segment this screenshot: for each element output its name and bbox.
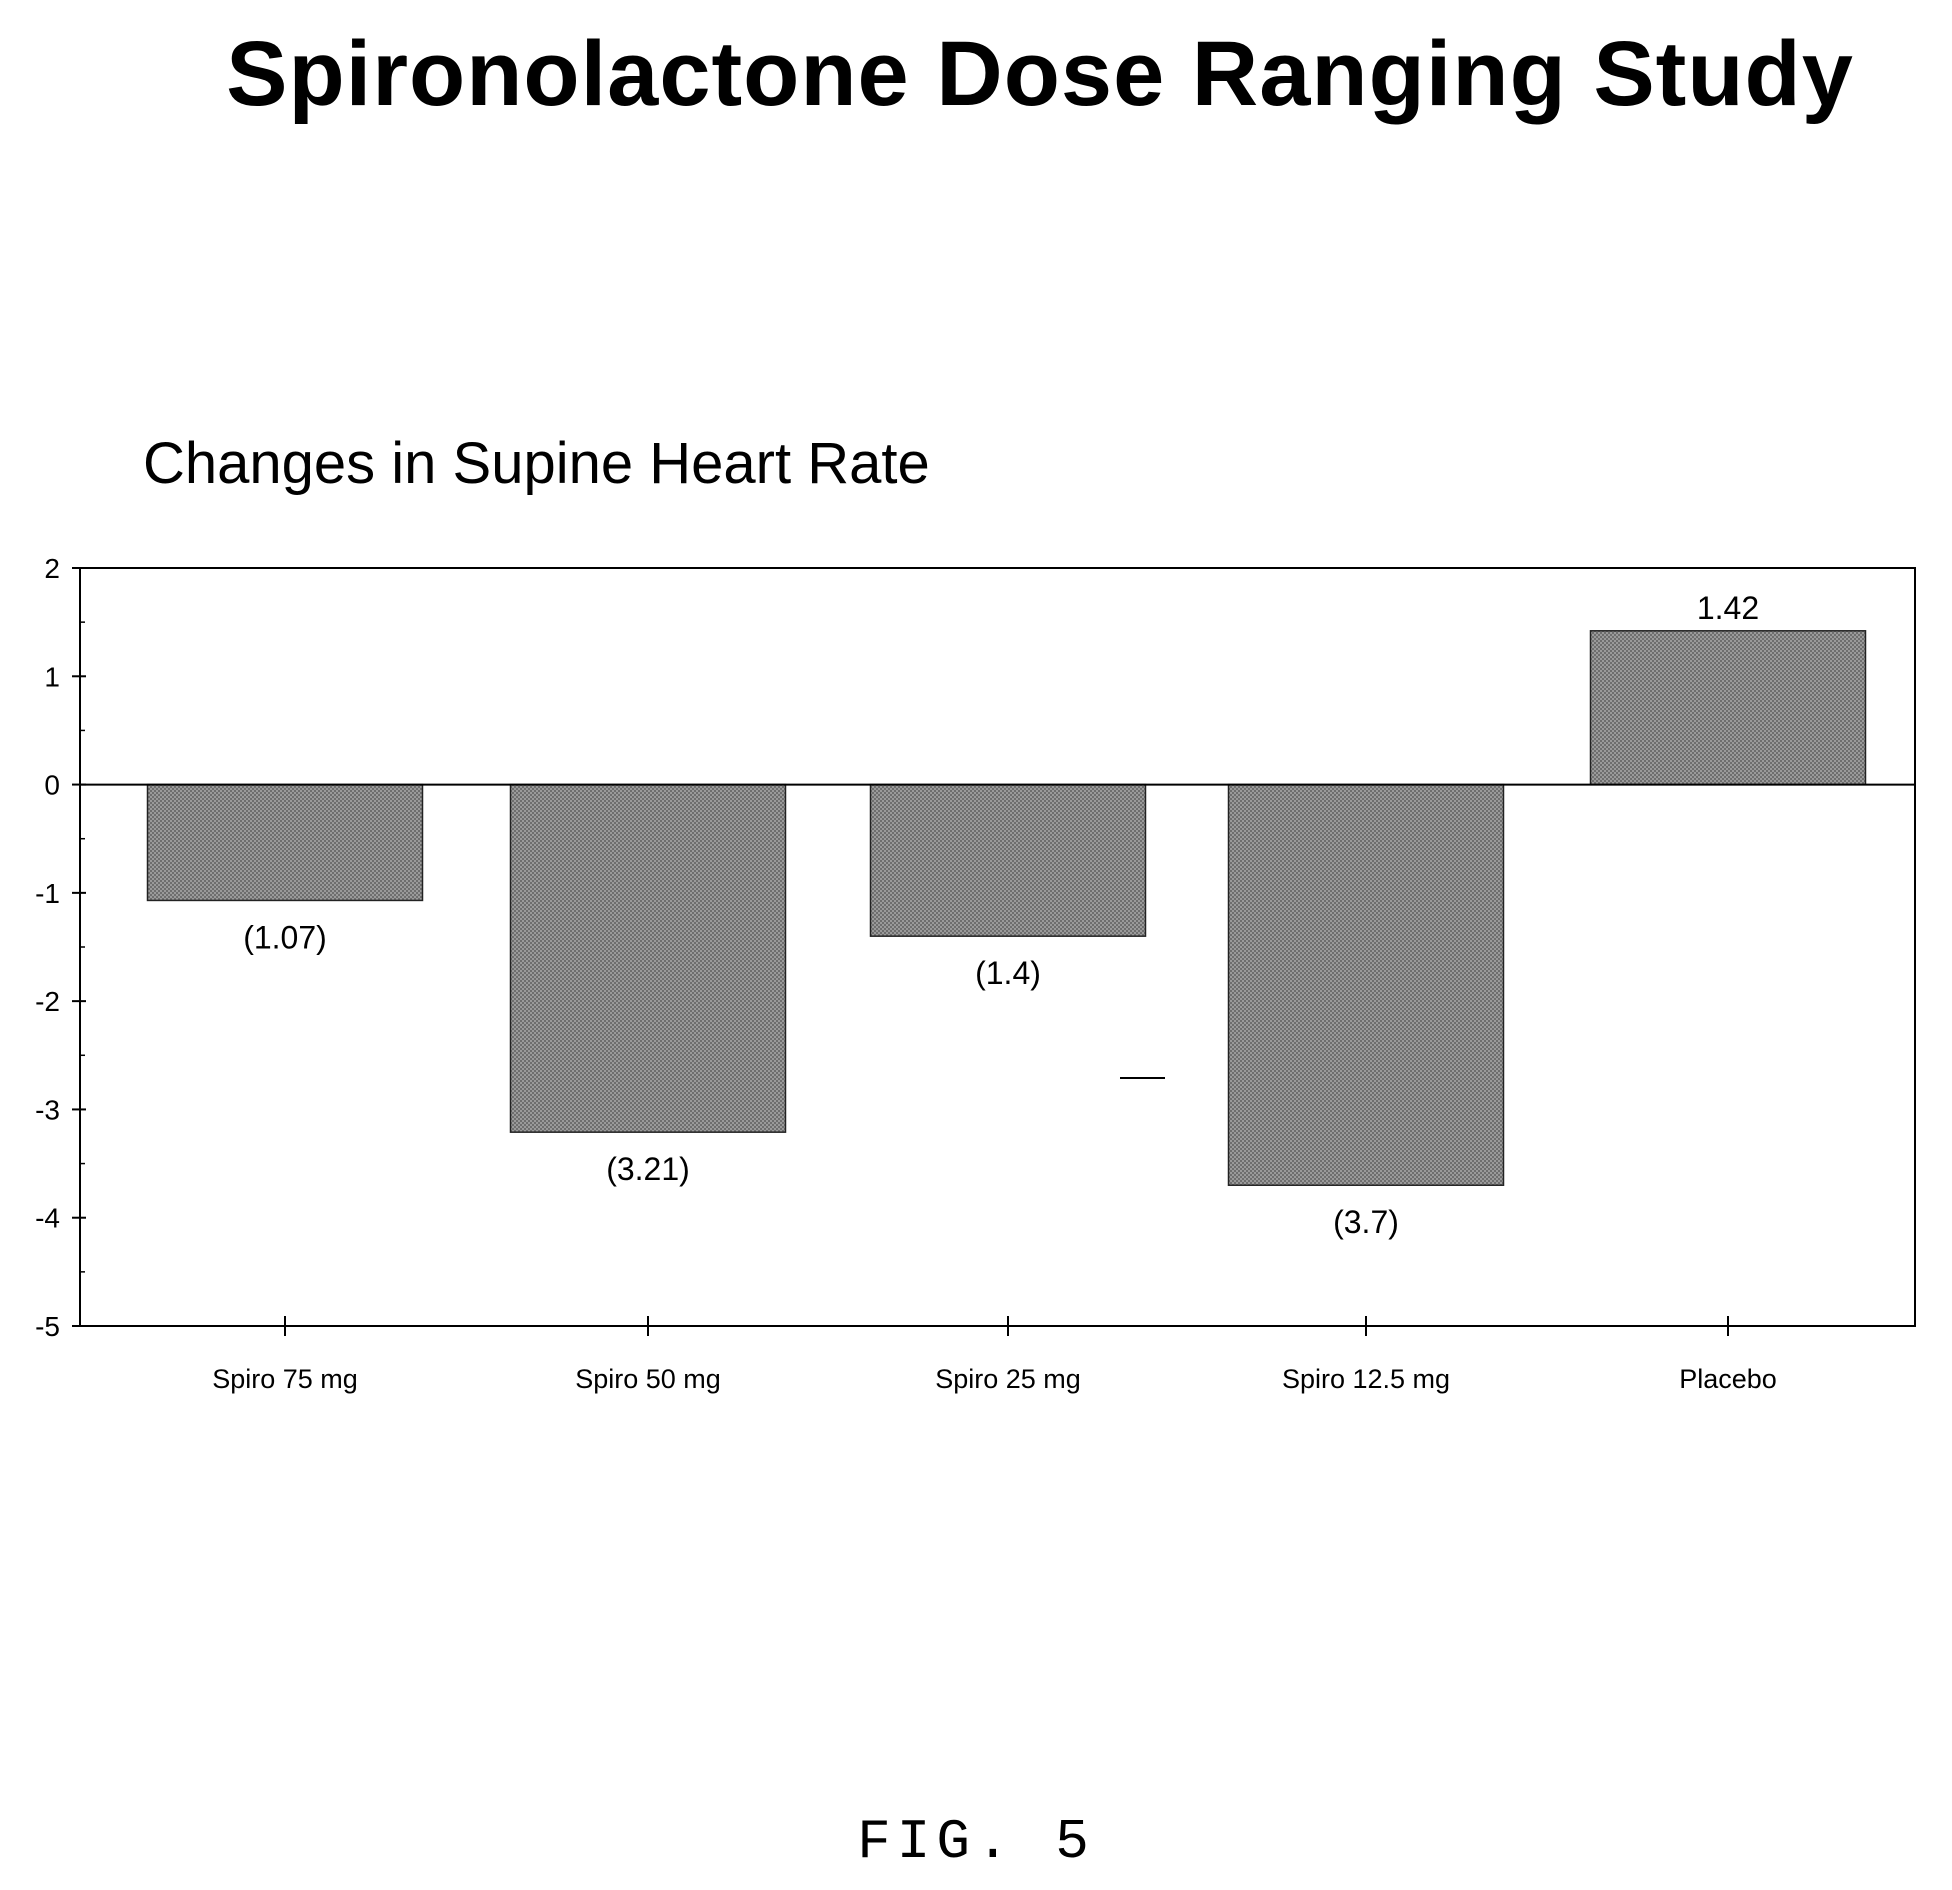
y-tick-label: -2 <box>35 986 60 1017</box>
y-tick-label: 1 <box>44 661 60 692</box>
x-axis: Spiro 75 mg Spiro 50 mg Spiro 25 mg Spiro 1… <box>212 1316 1777 1394</box>
y-axis: 2 1 0 -1 -2 -3 -4 -5 <box>35 553 86 1342</box>
bar <box>146 783 424 902</box>
y-tick-label: -3 <box>35 1094 60 1125</box>
bar-series: (1.07) (3.21) (1.4) (3.7) 1.42 <box>146 590 1867 1240</box>
bar <box>1227 783 1505 1186</box>
bar-value-label: (1.4) <box>975 955 1041 991</box>
y-tick-label: -4 <box>35 1203 60 1234</box>
y-tick-label: -5 <box>35 1311 60 1342</box>
x-category-label: Spiro 75 mg <box>212 1364 358 1394</box>
bar-chart: 210-1-2-3-4-5 Spiro 75 mg Spiro 50 mg Spir… <box>35 553 1916 1394</box>
page-title: Spironolactone Dose Ranging Study <box>226 23 1854 125</box>
x-category-label: Spiro 12.5 mg <box>1282 1364 1450 1394</box>
x-category-label: Spiro 25 mg <box>935 1364 1081 1394</box>
bar-value-label: (3.7) <box>1333 1204 1399 1240</box>
y-tick-label: 0 <box>44 770 60 801</box>
bar <box>509 783 787 1133</box>
bar <box>1589 630 1867 786</box>
chart-title: Changes in Supine Heart Rate <box>143 431 930 496</box>
figure-label: FIG. 5 <box>857 1810 1095 1874</box>
bar-value-label: (3.21) <box>606 1151 690 1187</box>
bar-value-label: 1.42 <box>1697 590 1759 626</box>
x-category-label: Placebo <box>1679 1364 1777 1394</box>
y-tick-label: -1 <box>35 878 60 909</box>
bar-value-label: (1.07) <box>243 919 327 955</box>
x-category-label: Spiro 50 mg <box>575 1364 721 1394</box>
bar <box>869 783 1147 937</box>
y-tick-label: 2 <box>44 553 60 584</box>
